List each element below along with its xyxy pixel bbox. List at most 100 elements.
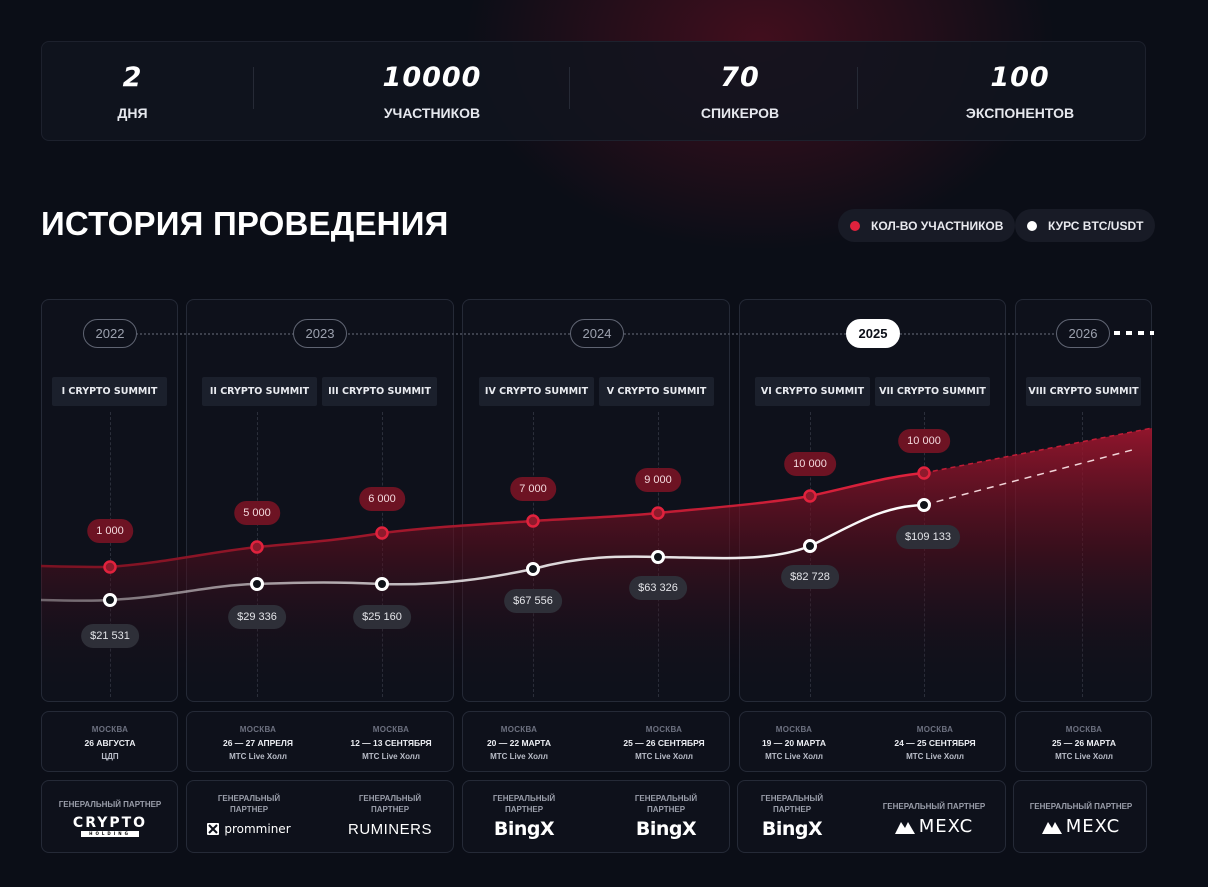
partner: ГЕНЕРАЛЬНЫЙ ПАРТНЕР BingX: [727, 793, 857, 840]
logo-text: CRYPTO: [72, 815, 148, 831]
btc-badge: $109 133: [896, 525, 960, 549]
event-venue: МТС Live Холл: [635, 752, 693, 761]
btc-badge: $21 531: [81, 624, 139, 648]
stat-speakers: 70 СПИКЕРОВ: [594, 42, 886, 142]
year-2022[interactable]: 2022: [83, 319, 137, 348]
section-title: ИСТОРИЯ ПРОВЕДЕНИЯ: [41, 205, 449, 242]
year-2023[interactable]: 2023: [293, 319, 347, 348]
event-date: 26 — 27 АПРЕЛЯ: [222, 738, 294, 748]
info-card-2025: МОСКВА 19 — 20 МАРТА МТС Live Холл МОСКВ…: [739, 711, 1006, 772]
mexc-logo[interactable]: MEXC: [894, 816, 974, 837]
partner-label: ГЕНЕРАЛЬНЫЙ ПАРТНЕР: [358, 794, 422, 814]
event-venue: МТС Live Холл: [229, 752, 287, 761]
event-date: 25 — 26 МАРТА: [1051, 738, 1117, 748]
bingx-logo[interactable]: BingX: [635, 818, 697, 840]
promminer-icon: [207, 823, 220, 835]
event-info: МОСКВА 24 — 25 СЕНТЯБРЯ МТС Live Холл: [865, 712, 1005, 761]
crypto-holding-logo[interactable]: CRYPTO HOLDING: [45, 816, 175, 837]
event-venue: МТС Live Холл: [765, 752, 823, 761]
partner: ГЕНЕРАЛЬНЫЙ ПАРТНЕР RUMINERS: [325, 793, 455, 838]
year-2024[interactable]: 2024: [570, 319, 624, 348]
event-info: МОСКВА 25 — 26 МАРТА МТС Live Холл: [1014, 712, 1154, 761]
stats-panel: 2 ДНЯ 10000 УЧАСТНИКОВ 70 СПИКЕРОВ 100 Э…: [41, 41, 1146, 141]
partner-label: ГЕНЕРАЛЬНЫЙ ПАРТНЕР: [217, 794, 281, 814]
partner: ГЕНЕРАЛЬНЫЙ ПАРТНЕР BingX: [459, 793, 589, 840]
logo-text: promminer: [224, 822, 291, 836]
white-dot-icon: [1027, 220, 1037, 231]
event-info: МОСКВА 19 — 20 МАРТА МТС Live Холл: [724, 712, 864, 761]
legend-label: КУРС BTC/USDT: [1048, 218, 1144, 233]
stat-value: 10000: [382, 62, 482, 93]
event-info: МОСКВА 26 АВГУСТА ЦДП: [40, 712, 180, 761]
year-card-2024: [462, 299, 730, 702]
stat-label: ЭКСПОНЕНТОВ: [965, 105, 1075, 121]
summit-1[interactable]: I CRYPTO SUMMIT: [52, 377, 167, 406]
event-date: 12 — 13 СЕНТЯБРЯ: [350, 738, 432, 748]
stat-label: УЧАСТНИКОВ: [383, 105, 481, 121]
event-city: МОСКВА: [500, 725, 538, 734]
event-venue: МТС Live Холл: [490, 752, 548, 761]
future-dots: [1114, 331, 1154, 335]
divider: [857, 67, 858, 109]
partner: ГЕНЕРАЛЬНЫЙ ПАРТНЕР promminer: [184, 793, 314, 840]
stat-value: 2: [122, 62, 143, 93]
logo-subtext: HOLDING: [81, 831, 139, 837]
divider: [569, 67, 570, 109]
summit-3[interactable]: III CRYPTO SUMMIT: [322, 377, 437, 406]
year-card-2026: [1015, 299, 1152, 702]
partner-card-2023: ГЕНЕРАЛЬНЫЙ ПАРТНЕР promminer ГЕНЕРАЛЬНЫ…: [186, 780, 454, 853]
partner-card-2022: ГЕНЕРАЛЬНЫЙ ПАРТНЕР CRYPTO HOLDING: [41, 780, 178, 853]
summit-6[interactable]: VI CRYPTO SUMMIT: [755, 377, 870, 406]
event-info: МОСКВА 20 — 22 МАРТА МТС Live Холл: [449, 712, 589, 761]
partner: ГЕНЕРАЛЬНЫЙ ПАРТНЕР MEXC: [869, 801, 999, 839]
stat-participants: 10000 УЧАСТНИКОВ: [282, 42, 582, 142]
summit-7[interactable]: VII CRYPTO SUMMIT: [875, 377, 990, 406]
participants-badge: 7 000: [510, 477, 556, 501]
ruminers-logo[interactable]: RUMINERS: [347, 821, 432, 838]
year-2026[interactable]: 2026: [1056, 319, 1110, 348]
partner: ГЕНЕРАЛЬНЫЙ ПАРТНЕР BingX: [601, 793, 731, 840]
guide-line: [658, 412, 659, 697]
event-venue: МТС Live Холл: [906, 752, 964, 761]
bingx-logo[interactable]: BingX: [493, 818, 555, 840]
event-city: МОСКВА: [645, 725, 683, 734]
logo-text: MEXC: [918, 816, 974, 837]
legend-label: КОЛ-ВО УЧАСТНИКОВ: [871, 218, 1004, 233]
summit-5[interactable]: V CRYPTO SUMMIT: [599, 377, 714, 406]
stat-label: СПИКЕРОВ: [700, 105, 780, 121]
summit-2[interactable]: II CRYPTO SUMMIT: [202, 377, 317, 406]
participants-badge: 10 000: [898, 429, 950, 453]
info-card-2023: МОСКВА 26 — 27 АПРЕЛЯ МТС Live Холл МОСК…: [186, 711, 454, 772]
participants-badge: 1 000: [87, 519, 133, 543]
legend-btc[interactable]: КУРС BTC/USDT: [1015, 209, 1156, 242]
guide-line: [382, 412, 383, 697]
guide-line: [924, 412, 925, 697]
partner-label: ГЕНЕРАЛЬНЫЙ ПАРТНЕР: [1029, 802, 1133, 811]
btc-badge: $67 556: [504, 589, 562, 613]
info-card-2024: МОСКВА 20 — 22 МАРТА МТС Live Холл МОСКВ…: [462, 711, 730, 772]
participants-badge: 9 000: [635, 468, 681, 492]
event-city: МОСКВА: [916, 725, 954, 734]
event-venue: ЦДП: [101, 752, 119, 761]
event-venue: МТС Live Холл: [1055, 752, 1113, 761]
legend-participants[interactable]: КОЛ-ВО УЧАСТНИКОВ: [838, 209, 1016, 242]
mexc-logo[interactable]: MEXC: [1041, 816, 1121, 837]
event-city: МОСКВА: [372, 725, 410, 734]
partner-card-2026: ГЕНЕРАЛЬНЫЙ ПАРТНЕР MEXC: [1013, 780, 1147, 853]
year-2025[interactable]: 2025: [846, 319, 900, 348]
btc-badge: $29 336: [228, 605, 286, 629]
participants-badge: 10 000: [784, 452, 836, 476]
guide-line: [533, 412, 534, 697]
summit-8[interactable]: VIII CRYPTO SUMMIT: [1026, 377, 1141, 406]
partner-card-2024: ГЕНЕРАЛЬНЫЙ ПАРТНЕР BingX ГЕНЕРАЛЬНЫЙ ПА…: [462, 780, 730, 853]
event-info: МОСКВА 12 — 13 СЕНТЯБРЯ МТС Live Холл: [321, 712, 461, 761]
bingx-logo[interactable]: BingX: [761, 818, 823, 840]
promminer-logo[interactable]: promminer: [207, 822, 291, 836]
event-date: 24 — 25 СЕНТЯБРЯ: [894, 738, 976, 748]
year-card-2023: [186, 299, 454, 702]
year-card-2025: [739, 299, 1006, 702]
summit-4[interactable]: IV CRYPTO SUMMIT: [479, 377, 594, 406]
divider: [253, 67, 254, 109]
partner: ГЕНЕРАЛЬНЫЙ ПАРТНЕР MEXC: [1016, 801, 1146, 839]
participants-badge: 5 000: [234, 501, 280, 525]
